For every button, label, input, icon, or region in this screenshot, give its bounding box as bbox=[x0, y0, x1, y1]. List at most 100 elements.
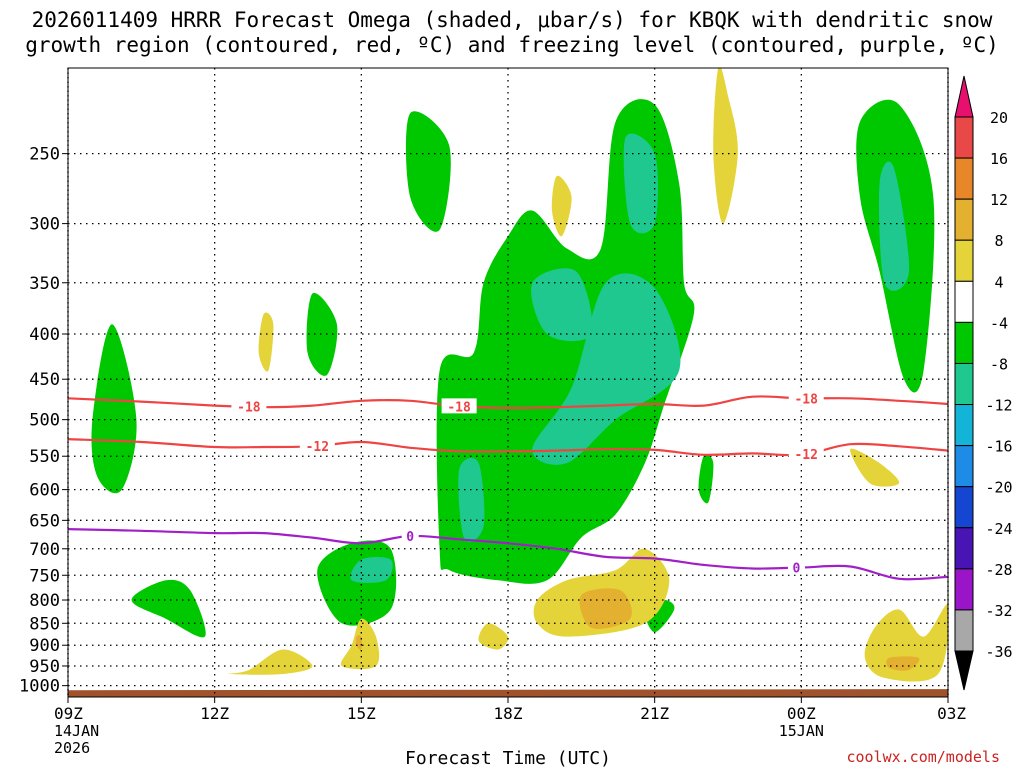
y-tick-label-350: 350 bbox=[29, 274, 60, 294]
chart-title-line-1: 2026011409 HRRR Forecast Omega (shaded, … bbox=[31, 8, 993, 32]
colorbar-label-neg12: -12 bbox=[985, 397, 1012, 415]
colorbar-label-neg32: -32 bbox=[985, 602, 1012, 620]
omega-region-8 bbox=[355, 635, 362, 650]
omega-region-neg4 bbox=[91, 324, 137, 494]
omega-region-8 bbox=[579, 588, 632, 629]
colorbar-cell-9 bbox=[954, 486, 974, 529]
colorbar-label-neg24: -24 bbox=[985, 520, 1012, 538]
omega-region-neg4 bbox=[131, 579, 206, 638]
colorbar-label-8: 8 bbox=[994, 232, 1003, 250]
contour-label-bg-0-2 bbox=[788, 390, 824, 406]
y-tick-label-900: 900 bbox=[29, 636, 60, 656]
omega-region-neg8 bbox=[623, 133, 659, 234]
y-tick-label-650: 650 bbox=[29, 511, 60, 531]
x-tick-date-09Z: 14JAN bbox=[54, 722, 99, 740]
y-tick-label-1000: 1000 bbox=[19, 677, 60, 697]
y-tick-label-600: 600 bbox=[29, 481, 60, 501]
colorbar-cell-1 bbox=[954, 157, 974, 200]
colorbar-cell-6 bbox=[954, 362, 974, 406]
chart-title-line-2: growth region (contoured, red, ºC) and f… bbox=[25, 33, 999, 57]
y-tick-label-800: 800 bbox=[29, 591, 60, 611]
colorbar-cell-5 bbox=[954, 321, 974, 364]
site-credit: coolwx.com/models bbox=[846, 748, 1000, 766]
colorbar-label-neg8: -8 bbox=[990, 355, 1008, 373]
contour-label-bg-2-1 bbox=[787, 559, 805, 575]
colorbar-cell-4 bbox=[954, 280, 974, 323]
contour-label-bg-1-0 bbox=[299, 437, 335, 453]
y-tick-label-250: 250 bbox=[29, 145, 60, 165]
contour-label-bg-0-0 bbox=[231, 398, 267, 414]
x-tick-label-12Z: 12Z bbox=[200, 704, 229, 723]
x-tick-label-15Z: 15Z bbox=[347, 704, 376, 723]
contour-label-2-0: 0 bbox=[406, 530, 414, 545]
x-tick-label-03Z: 03Z bbox=[937, 704, 966, 723]
y-tick-label-750: 750 bbox=[29, 566, 60, 586]
contour-label-0-1: -18 bbox=[447, 400, 471, 415]
colorbar-cell-12 bbox=[954, 609, 974, 652]
contour-label-1-1: -12 bbox=[794, 448, 817, 463]
omega-region-4 bbox=[258, 312, 274, 372]
y-tick-label-550: 550 bbox=[29, 447, 60, 467]
colorbar-label-16: 16 bbox=[990, 150, 1008, 168]
y-tick-label-300: 300 bbox=[29, 215, 60, 235]
y-tick-label-400: 400 bbox=[29, 325, 60, 345]
colorbar: 20 16 12 8 4 -4 -8 -12 -16 -20 -24 -28 -32 -36 bbox=[954, 75, 1013, 691]
contour-layer: -18 -18 -18 -12 -12 0 0 bbox=[67, 390, 949, 581]
omega-region-neg8 bbox=[532, 273, 681, 465]
colorbar-cell-7 bbox=[954, 404, 974, 447]
omega-region-4 bbox=[228, 649, 313, 675]
y-tick-label-850: 850 bbox=[29, 614, 60, 634]
y-tick-label-450: 450 bbox=[29, 370, 60, 390]
omega-region-neg4 bbox=[317, 540, 397, 626]
x-tick-label-00Z: 00Z bbox=[787, 704, 816, 723]
colorbar-cell-10 bbox=[954, 527, 974, 570]
omega-region-8 bbox=[886, 656, 920, 671]
colorbar-top-arrow bbox=[954, 75, 974, 118]
x-tick-label-09Z: 09Z bbox=[54, 704, 83, 723]
omega-region-neg4 bbox=[306, 292, 338, 376]
x-tick-date-00Z: 15JAN bbox=[779, 722, 824, 740]
y-tick-label-500: 500 bbox=[29, 411, 60, 431]
omega-region-neg8 bbox=[531, 268, 593, 342]
omega-region-neg8 bbox=[458, 457, 485, 542]
colorbar-label-neg20: -20 bbox=[985, 479, 1012, 497]
contour-label-0-0: -18 bbox=[237, 401, 261, 416]
omega-region-neg4 bbox=[405, 111, 451, 232]
omega-shading-layer bbox=[91, 68, 948, 682]
x-tick-label-18Z: 18Z bbox=[494, 704, 523, 723]
colorbar-label-neg28: -28 bbox=[985, 561, 1012, 579]
colorbar-label-neg16: -16 bbox=[985, 438, 1012, 456]
contour-label-2-1: 0 bbox=[793, 562, 801, 577]
omega-region-4 bbox=[478, 623, 509, 650]
colorbar-cell-2 bbox=[954, 198, 974, 241]
colorbar-label-4: 4 bbox=[994, 273, 1003, 291]
pressure-axis: 2503003504004505005506006507007508008509… bbox=[19, 145, 68, 697]
colorbar-cell-8 bbox=[954, 445, 974, 488]
x-tick-year-09Z: 2026 bbox=[54, 739, 90, 757]
colorbar-cell-0 bbox=[954, 116, 974, 159]
y-tick-label-700: 700 bbox=[29, 540, 60, 560]
colorbar-cell-3 bbox=[954, 239, 974, 282]
colorbar-cell-11 bbox=[954, 568, 974, 611]
omega-region-4 bbox=[713, 68, 738, 224]
colorbar-label-20: 20 bbox=[990, 109, 1008, 127]
colorbar-bottom-arrow bbox=[954, 650, 974, 691]
colorbar-label-neg4: -4 bbox=[990, 314, 1008, 332]
contour-label-0-2: -18 bbox=[794, 392, 818, 407]
contour-label-bg-2-0 bbox=[401, 527, 419, 543]
omega-region-4 bbox=[551, 175, 572, 237]
omega-region-4 bbox=[850, 448, 900, 487]
omega-region-neg8 bbox=[878, 161, 910, 291]
omega-region-neg8 bbox=[350, 556, 393, 583]
y-tick-label-950: 950 bbox=[29, 657, 60, 677]
colorbar-label-12: 12 bbox=[990, 191, 1008, 209]
contour-label-bg-0-1 bbox=[441, 398, 477, 414]
x-tick-label-21Z: 21Z bbox=[640, 704, 669, 723]
contour-label-bg-1-1 bbox=[788, 445, 824, 461]
colorbar-label-neg36: -36 bbox=[985, 643, 1012, 661]
omega-region-neg4 bbox=[698, 454, 714, 504]
x-axis-label: Forecast Time (UTC) bbox=[405, 748, 611, 768]
contour-label-1-0: -12 bbox=[306, 440, 329, 455]
